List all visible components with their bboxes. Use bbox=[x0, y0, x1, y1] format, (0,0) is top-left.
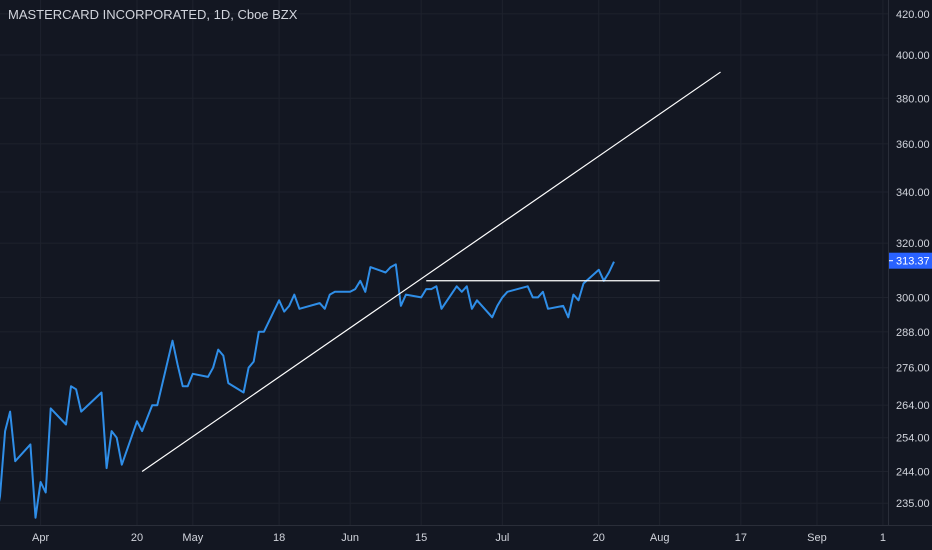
last-price-label: 313.37 bbox=[896, 256, 930, 268]
x-tick-label: 15 bbox=[415, 532, 427, 544]
y-tick-label: 244.00 bbox=[896, 467, 930, 479]
y-tick-label: 254.00 bbox=[896, 433, 930, 445]
last-price-badge bbox=[889, 252, 932, 269]
y-tick-label: 340.00 bbox=[896, 187, 930, 199]
y-tick-label: 300.00 bbox=[896, 292, 930, 304]
y-tick-label: 360.00 bbox=[896, 139, 930, 151]
x-tick-label: Jul bbox=[495, 532, 509, 544]
y-tick-label: 288.00 bbox=[896, 327, 930, 339]
y-tick-label: 400.00 bbox=[896, 50, 930, 62]
y-tick-label: 276.00 bbox=[896, 363, 930, 375]
x-tick-label: 20 bbox=[593, 532, 605, 544]
chart-title: MASTERCARD INCORPORATED, 1D, Cboe BZX bbox=[8, 7, 298, 22]
y-tick-label: 320.00 bbox=[896, 238, 930, 250]
x-tick-label: Jun bbox=[341, 532, 359, 544]
y-tick-label: 420.00 bbox=[896, 9, 930, 21]
x-tick-label: Apr bbox=[32, 532, 49, 544]
x-tick-label: 18 bbox=[273, 532, 285, 544]
trend-line[interactable] bbox=[141, 71, 721, 473]
y-tick-label: 264.00 bbox=[896, 400, 930, 412]
x-tick-label: Sep bbox=[807, 532, 827, 544]
x-tick-label: 20 bbox=[131, 532, 143, 544]
x-tick-label: Aug bbox=[650, 532, 670, 544]
price-series-line[interactable] bbox=[0, 261, 615, 525]
x-tick-label: 17 bbox=[735, 532, 747, 544]
y-tick-label: 235.00 bbox=[896, 498, 930, 510]
x-tick-label: 1 bbox=[880, 532, 886, 544]
x-tick-label: May bbox=[182, 532, 203, 544]
y-tick-label: 380.00 bbox=[896, 93, 930, 105]
